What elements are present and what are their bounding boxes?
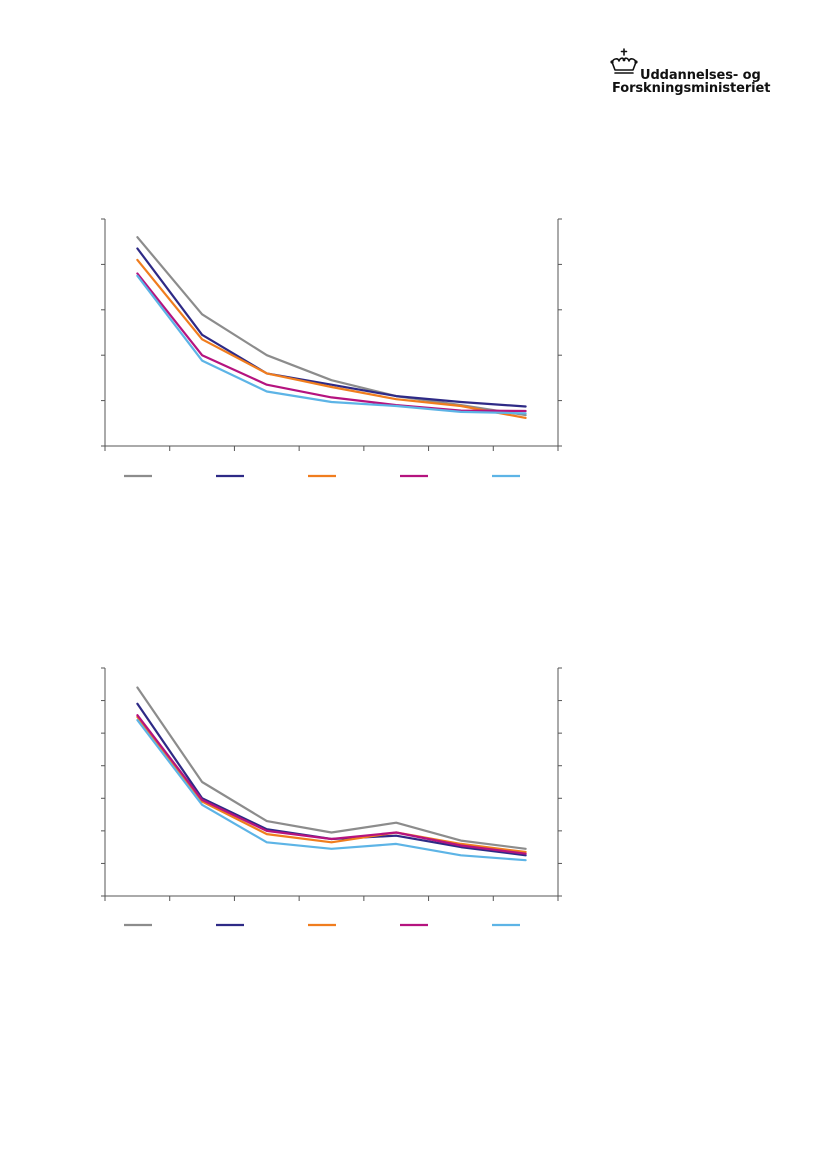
series-line-3 xyxy=(136,258,527,419)
series-line-5 xyxy=(136,718,527,862)
series-line-2 xyxy=(136,247,527,408)
logo-text-line1: Uddannelses- og xyxy=(640,68,761,83)
series-line-3 xyxy=(136,715,527,854)
chart-2-svg xyxy=(101,667,562,927)
series-line-1 xyxy=(136,686,527,850)
series-line-4 xyxy=(136,272,527,413)
crown-icon xyxy=(610,48,638,74)
chart-1-svg xyxy=(101,218,562,478)
series-line-4 xyxy=(136,714,527,855)
series-line-5 xyxy=(136,274,527,415)
ministry-logo: Uddannelses- og Forskningsministeriet xyxy=(609,48,771,98)
logo-text-line2: Forskningsministeriet xyxy=(612,81,771,96)
